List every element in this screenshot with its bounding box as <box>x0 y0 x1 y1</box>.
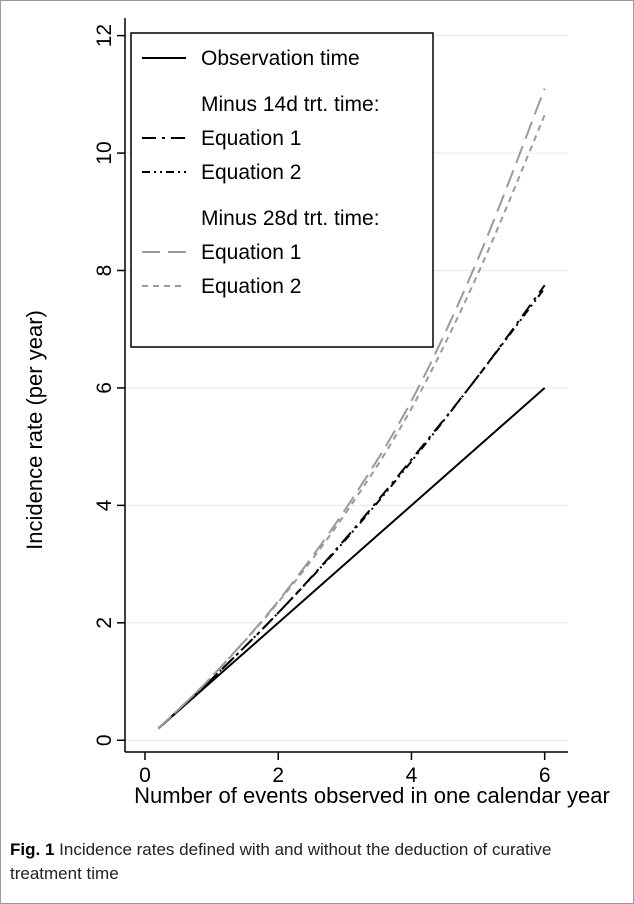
series-line-1 <box>157 284 546 730</box>
tick-labels: 0 2 4 6 8 10 12 0 2 4 6 <box>93 24 551 787</box>
y-tick-label: 12 <box>93 24 116 47</box>
legend-group-title: Minus 28d trt. time: <box>201 207 380 230</box>
y-tick-label: 10 <box>93 141 116 164</box>
legend-label: Observation time <box>201 47 360 70</box>
figure-caption: Fig. 1 Incidence rates defined with and … <box>10 838 620 886</box>
y-tick-label: 0 <box>93 734 116 746</box>
series-line-2 <box>157 287 546 730</box>
x-tick-label: 4 <box>406 764 418 787</box>
legend-box <box>130 32 434 348</box>
series-lines <box>157 88 546 730</box>
x-tick-label: 0 <box>139 764 151 787</box>
legend-label: Equation 2 <box>201 275 301 298</box>
y-tick-label: 2 <box>93 617 116 629</box>
legend: Observation time Minus 14d trt. time: Equa… <box>130 32 434 348</box>
series-line-4 <box>157 114 546 730</box>
axes <box>117 18 568 760</box>
line-chart: 0 2 4 6 8 10 12 0 2 4 6 Observation time Minus 14d … <box>22 18 610 808</box>
legend-group-title: Minus 14d trt. time: <box>201 93 380 116</box>
series-line-0 <box>157 387 546 730</box>
legend-label: Equation 2 <box>201 161 301 184</box>
x-axis-label: Number of events observed in one calenda… <box>134 783 610 808</box>
y-tick-label: 6 <box>93 382 116 394</box>
y-tick-label: 8 <box>93 265 116 277</box>
legend-label: Equation 1 <box>201 241 301 264</box>
caption-label: Fig. 1 <box>10 840 55 859</box>
caption-text: Incidence rates defined with and without… <box>10 840 552 883</box>
y-tick-label: 4 <box>93 499 116 511</box>
x-tick-label: 6 <box>539 764 551 787</box>
x-tick-label: 2 <box>272 764 284 787</box>
y-axis-label: Incidence rate (per year) <box>22 310 47 550</box>
legend-label: Equation 1 <box>201 127 301 150</box>
